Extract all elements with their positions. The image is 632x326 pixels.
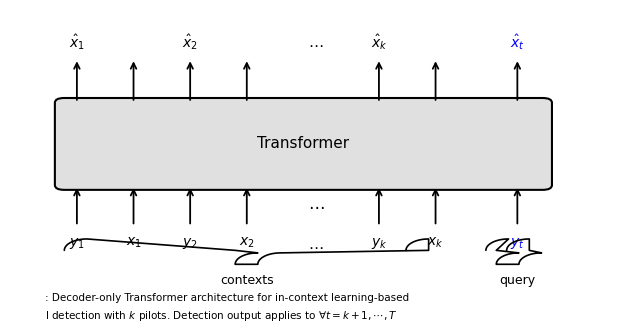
Text: query: query [499,274,535,287]
Text: Transformer: Transformer [257,136,349,152]
Text: $\hat{x}_t$: $\hat{x}_t$ [510,32,525,52]
Text: $x_2$: $x_2$ [239,236,255,250]
Text: : Decoder-only Transformer architecture for in-context learning-based: : Decoder-only Transformer architecture … [46,293,410,303]
Text: $y_1$: $y_1$ [69,236,85,251]
Text: contexts: contexts [220,274,274,287]
Text: $x_1$: $x_1$ [126,236,142,250]
Text: $y_t$: $y_t$ [510,236,525,251]
Text: $y_k$: $y_k$ [370,236,387,251]
Text: $y_2$: $y_2$ [182,236,198,251]
Text: $\hat{x}_1$: $\hat{x}_1$ [69,32,85,52]
Text: $\hat{x}_k$: $\hat{x}_k$ [370,32,387,52]
Text: $x_k$: $x_k$ [427,236,444,250]
FancyBboxPatch shape [55,98,552,190]
Text: $\hat{x}_2$: $\hat{x}_2$ [182,32,198,52]
Text: $\cdots$: $\cdots$ [308,37,324,52]
Text: $\cdots$: $\cdots$ [308,197,324,215]
Text: $\cdots$: $\cdots$ [308,239,324,254]
Text: l detection with $k$ pilots. Detection output applies to $\forall t = k+1, \cdot: l detection with $k$ pilots. Detection o… [46,309,398,323]
